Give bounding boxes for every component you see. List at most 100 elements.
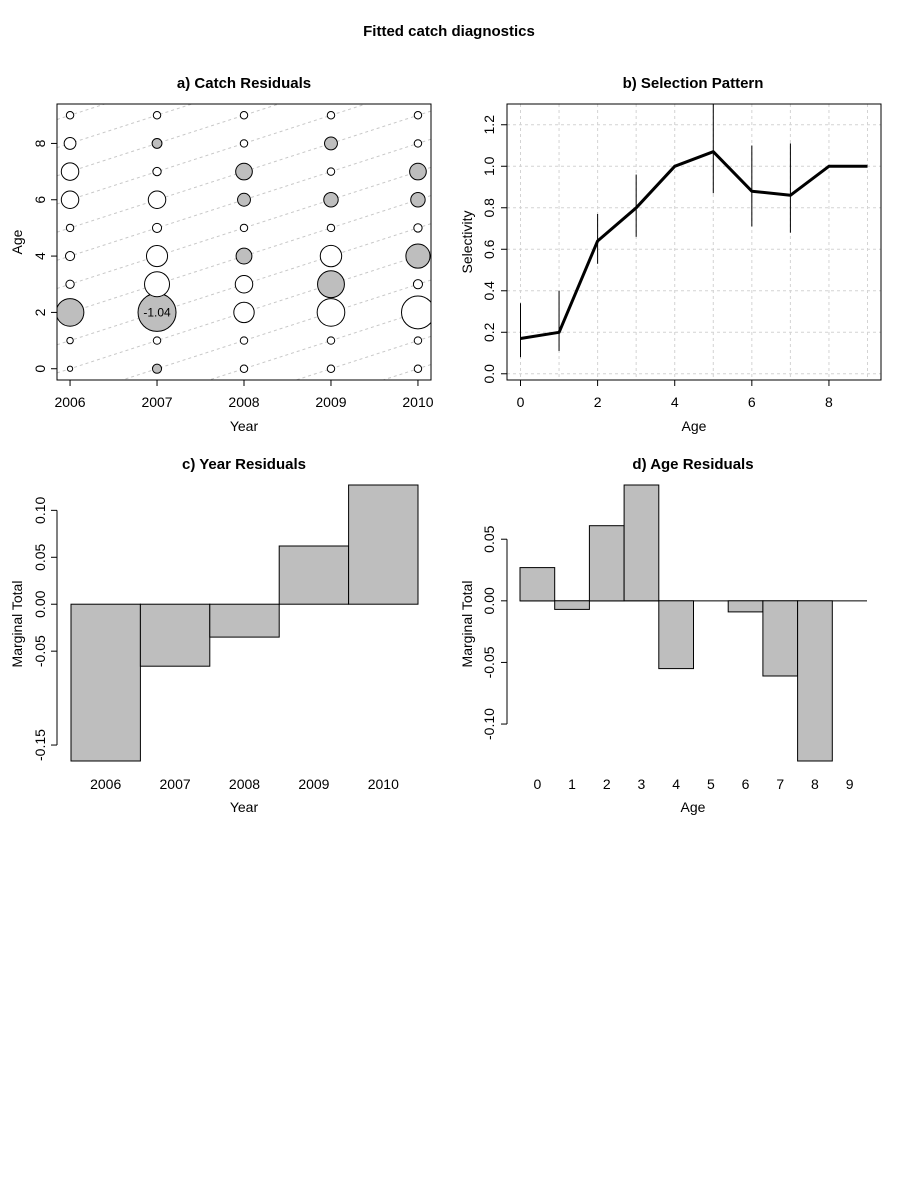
catch-residuals-title: a) Catch Residuals [177,75,311,92]
residual-bubble [65,111,75,120]
year-residuals-panel: c) Year Residuals 2006 2007 2008 2009 2010 -0… [9,456,419,815]
selection-pattern-plot-area: 0 2 4 6 8 0.0 0.2 0.4 0.6 0.8 1.0 1.2 [481,104,881,410]
residual-bubble [235,162,253,181]
catch-residuals-y-tick-label: 4 [32,252,48,260]
residual-bubble [234,275,254,294]
residual-bubble [151,363,163,374]
catch-residuals-y-tick-label: 0 [32,365,48,373]
selection-y-tick-label: 1.2 [481,115,497,135]
residual-bubble [405,243,431,269]
residual-bubble [413,223,423,233]
age-residuals-x-tick-label: 5 [707,776,715,792]
figure-title: Fitted catch diagnostics [363,23,535,40]
residual-bubble [323,192,339,208]
year-residuals-y-tick-label: -0.05 [32,635,48,667]
residual-bubble [326,364,336,373]
year-residuals-x-axis-label: Year [230,799,259,815]
residual-bubble [237,192,251,207]
age-residuals-x-tick-label: 0 [533,776,541,792]
residual-bubble [65,279,75,289]
age-residuals-bar [623,484,660,602]
year-residuals-y-tick-label: -0.15 [32,729,48,761]
age-residuals-x-tick-label: 8 [811,776,819,792]
residual-bubble [317,270,345,299]
residual-bubble [152,111,162,120]
catch-residuals-panel: a) Catch Residuals -1.04 2006 2007 2008 2009… [9,75,434,434]
residual-bubble [64,251,76,262]
age-residuals-x-tick-label: 1 [568,776,576,792]
residual-bubble [409,162,427,181]
residual-bubble [326,111,336,120]
selection-y-tick-label: 0.6 [481,239,497,259]
age-residuals-title: d) Age Residuals [632,456,753,473]
selection-pattern-y-axis-label: Selectivity [459,210,475,273]
selection-x-tick-label: 2 [594,394,602,410]
residual-bubble [413,336,423,345]
year-residuals-y-axis-label: Marginal Total [9,581,25,668]
residual-bubble [412,279,424,290]
catch-residuals-x-tick-label: 2006 [54,394,85,410]
selection-x-tick-label: 8 [825,394,833,410]
selection-pattern-frame [506,103,882,381]
residual-bubble [326,223,336,233]
catch-residuals-y-tick-label: 8 [32,139,48,147]
year-residuals-x-tick-label: 2010 [368,776,399,792]
residual-bubble [66,336,74,345]
residual-bubble [151,137,163,149]
residual-bubble [316,298,346,327]
residual-bubble [144,271,171,298]
catch-residuals-y-axis-label: Age [9,229,25,254]
selection-y-tick-label: 0.2 [481,322,497,342]
age-residuals-bar [797,600,833,762]
age-residuals-y-axis-label: Marginal Total [459,581,475,668]
residual-bubble [63,137,77,150]
residual-bubble [413,364,423,373]
year-residuals-bar [278,545,350,605]
catch-residuals-x-tick-label: 2007 [141,394,172,410]
residual-bubble [145,245,169,268]
selection-x-tick-label: 6 [748,394,756,410]
selection-x-tick-label: 0 [517,394,525,410]
residual-bubble [233,301,255,324]
catch-residuals-inner: -1.04 [57,104,431,380]
age-residuals-bar [588,525,625,602]
age-residuals-plot-area: 0 1 2 3 4 5 6 7 8 9 -0.10 -0.05 0.00 0.05 [481,484,867,792]
catch-residuals-y-tick-label: 2 [32,308,48,316]
age-residuals-bar [519,567,556,602]
year-residuals-y-tick-label: 0.00 [32,590,48,617]
age-residuals-bar [727,600,764,613]
year-residuals-title: c) Year Residuals [182,456,306,473]
age-residuals-y-tick-label: -0.05 [481,646,497,678]
age-residuals-bar [658,600,694,670]
residual-bubble [60,162,80,181]
residual-bubble [60,190,80,209]
residual-bubble [324,136,338,151]
residual-bubble [57,298,85,327]
residual-bubble [66,365,74,372]
age-residuals-y-tick-label: 0.05 [481,525,497,552]
age-residuals-x-axis-label: Age [681,799,706,815]
residual-bubble [151,222,163,233]
selection-pattern-panel: b) Selection Pattern 0 2 4 6 8 0.0 0.2 0.4 0.6 0.… [459,75,882,434]
residual-bubble [235,247,253,265]
age-residuals-y-tick-label: 0.00 [481,587,497,614]
selection-y-tick-label: 0.8 [481,198,497,218]
selection-x-tick-label: 4 [671,394,679,410]
age-residuals-y-tick-label: -0.10 [481,708,497,740]
age-residuals-x-tick-label: 2 [603,776,611,792]
selection-pattern-title: b) Selection Pattern [623,75,764,92]
year-residuals-x-tick-label: 2008 [229,776,260,792]
selection-pattern-x-axis-label: Age [682,418,707,434]
residual-bubble [239,139,249,148]
residual-bubble [239,336,249,345]
age-residuals-x-tick-label: 9 [846,776,854,792]
age-residuals-panel: d) Age Residuals 0 1 2 3 4 5 6 7 8 9 -0.10 -0.05 0.0… [459,456,867,815]
catch-residuals-frame [56,103,432,381]
selectivity-line [520,150,868,340]
year-residuals-x-tick-label: 2007 [160,776,191,792]
catch-residuals-y-tick-label: 6 [32,196,48,204]
residual-bubble [239,364,249,373]
catch-residuals-x-tick-label: 2009 [315,394,346,410]
